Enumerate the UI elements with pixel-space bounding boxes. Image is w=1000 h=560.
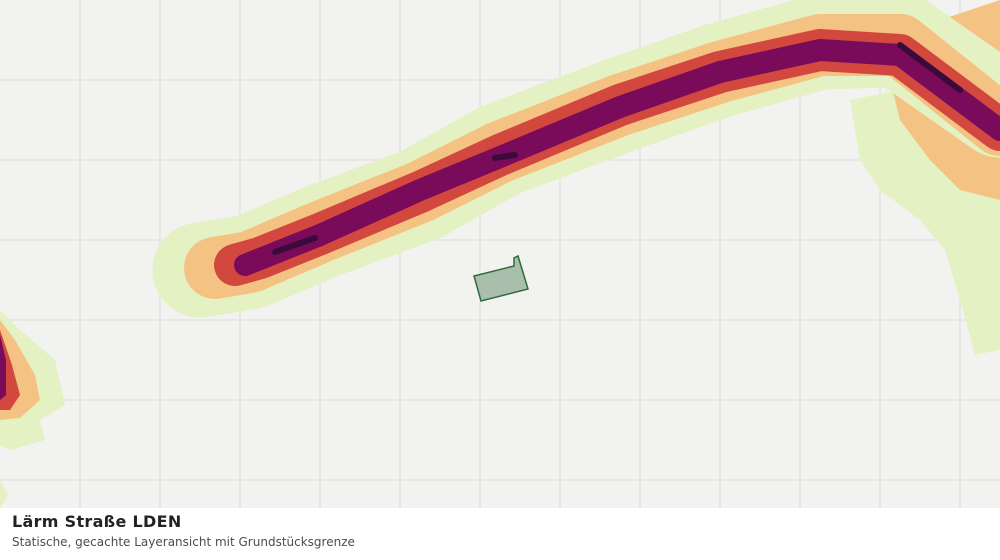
map xyxy=(0,0,1000,508)
parcel-boundary[interactable] xyxy=(473,254,529,302)
noise-layer xyxy=(0,0,1000,508)
map-subtitle: Statische, gecachte Layeransicht mit Gru… xyxy=(12,535,355,549)
map-title: Lärm Straße LDEN xyxy=(12,512,182,531)
caption: Lärm Straße LDEN Statische, gecachte Lay… xyxy=(12,512,355,549)
